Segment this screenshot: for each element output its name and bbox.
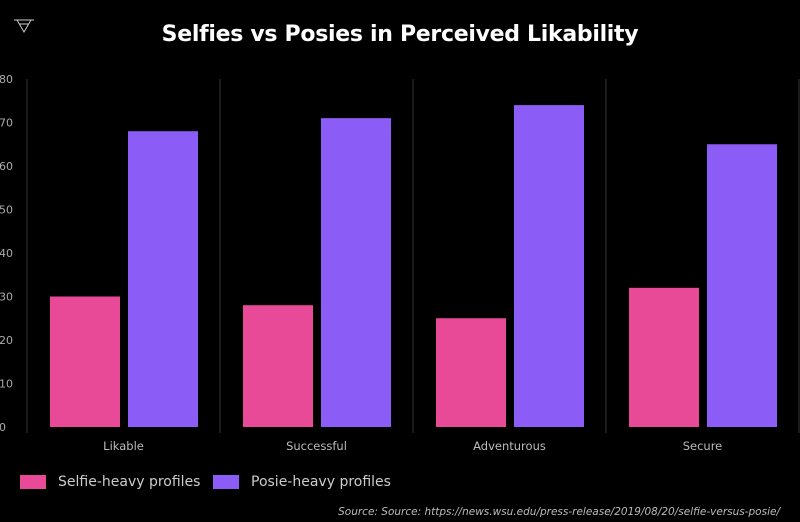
x-tick-label: Secure [683,439,723,453]
y-tick-label: 80 [0,73,13,86]
y-tick-label: 60 [0,160,13,173]
y-tick-label: 0 [0,421,6,434]
bar-selfie [436,318,506,427]
legend-label-posie: Posie-heavy profiles [251,474,391,490]
y-tick-label: 40 [0,247,13,260]
bar-posie [321,118,391,428]
y-tick-label: 20 [0,334,13,347]
bar-chart: 0 10 20 30 40 50 60 70 80 Likable Successful Advent… [0,73,800,453]
legend-item-posie[interactable]: Posie-heavy profiles [213,474,391,490]
y-tick-label: 50 [0,204,13,217]
bar-selfie [243,305,313,427]
legend-item-selfie[interactable]: Selfie-heavy profiles [20,474,200,490]
x-tick-label: Adventurous [473,439,546,453]
legend-swatch-posie [213,475,239,489]
x-tick-label: Successful [286,439,347,453]
bar-posie [514,105,584,427]
chart-title: Selfies vs Posies in Perceived Likabilit… [161,22,639,47]
bar-selfie [50,296,120,427]
x-tick-label: Likable [103,439,144,453]
y-tick-label: 70 [0,117,13,130]
bar-posie [128,131,198,427]
legend-swatch-selfie [20,475,46,489]
bar-posie [707,144,777,427]
y-tick-label: 10 [0,378,13,391]
source-note: Source: Source: https://news.wsu.edu/pre… [338,506,780,518]
y-tick-label: 30 [0,291,13,304]
bar-selfie [629,287,699,427]
legend-label-selfie: Selfie-heavy profiles [58,474,201,490]
logo-triangle-icon [14,19,34,33]
